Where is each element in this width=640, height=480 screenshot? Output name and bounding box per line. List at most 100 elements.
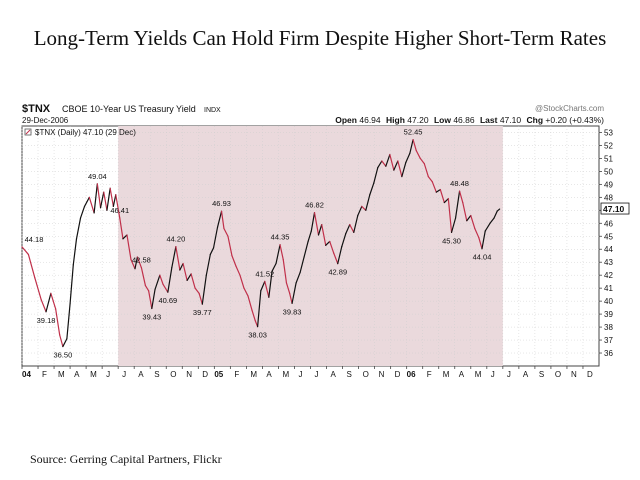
series-segment bbox=[72, 238, 78, 266]
source-caption: Source: Gerring Capital Partners, Flickr bbox=[30, 452, 222, 466]
series-segment bbox=[34, 277, 42, 301]
series-segment bbox=[83, 196, 90, 208]
x-tick-label: F bbox=[427, 370, 432, 379]
series-segment bbox=[112, 194, 117, 208]
series-segment bbox=[62, 338, 68, 348]
series-segment bbox=[307, 230, 312, 243]
series-segment bbox=[423, 163, 429, 178]
series-segment bbox=[130, 259, 136, 270]
last-value-tag-box bbox=[600, 202, 630, 215]
legend-text: $TNX (Daily) 47.10 (29 Dec) bbox=[35, 128, 136, 137]
series-segment bbox=[115, 194, 121, 219]
chg-value: +0.20 (+0.43%) bbox=[545, 115, 604, 125]
series-segment bbox=[313, 212, 320, 236]
series-segment bbox=[443, 198, 449, 204]
series-segment bbox=[357, 205, 363, 217]
x-tick-label: M bbox=[443, 370, 450, 379]
point-label: 48.48 bbox=[450, 179, 469, 188]
headline: Long-Term Yields Can Hold Firm Despite H… bbox=[33, 26, 607, 50]
series-segment bbox=[401, 161, 407, 178]
series-segment bbox=[373, 166, 379, 184]
series-segment bbox=[268, 270, 273, 298]
x-tick-label: M bbox=[475, 370, 482, 379]
series-segment bbox=[162, 283, 169, 293]
series-segment bbox=[99, 191, 105, 209]
last-value: 47.10 bbox=[500, 115, 522, 125]
chart-instrument-name: CBOE 10-Year US Treasury Yield bbox=[62, 104, 196, 114]
series-segment bbox=[55, 308, 61, 336]
x-tick-label: S bbox=[347, 370, 352, 379]
series-segment bbox=[171, 246, 177, 269]
series-segment bbox=[275, 244, 281, 265]
low-label: Low bbox=[434, 115, 451, 125]
series-segment bbox=[439, 188, 445, 204]
series-segment bbox=[478, 236, 483, 250]
series-segment bbox=[75, 217, 82, 240]
last-label: Last bbox=[480, 115, 498, 125]
series-segment bbox=[393, 160, 399, 171]
y-tick-label: 38 bbox=[604, 323, 613, 332]
point-label: 45.30 bbox=[442, 236, 461, 245]
point-label: 39.83 bbox=[283, 307, 302, 316]
series-segment bbox=[243, 287, 249, 297]
point-label: 39.77 bbox=[193, 308, 212, 317]
series-segment bbox=[493, 210, 498, 219]
y-tick-label: 49 bbox=[604, 180, 613, 189]
x-tick-label: S bbox=[539, 370, 544, 379]
series-segment bbox=[349, 223, 355, 233]
point-label: 38.03 bbox=[248, 331, 267, 340]
x-tick-label: 04 bbox=[22, 370, 31, 379]
x-tick-label: A bbox=[331, 370, 337, 379]
series-segment bbox=[136, 256, 143, 269]
series-segment bbox=[481, 230, 486, 250]
series-segment bbox=[59, 334, 64, 348]
x-tick-label: M bbox=[250, 370, 257, 379]
series-segment bbox=[257, 290, 262, 328]
point-label: 42.89 bbox=[328, 268, 347, 277]
x-tick-label: A bbox=[74, 370, 80, 379]
x-tick-label: N bbox=[186, 370, 192, 379]
x-tick-label: O bbox=[170, 370, 176, 379]
last-value-tag-text: 47.10 bbox=[603, 204, 625, 214]
series-segment bbox=[126, 234, 132, 261]
x-tick-label: J bbox=[507, 370, 511, 379]
series-segment bbox=[239, 274, 245, 289]
series-segment bbox=[264, 280, 270, 298]
y-tick-label: 43 bbox=[604, 258, 613, 267]
series-segment bbox=[190, 273, 196, 289]
y-tick-label: 50 bbox=[604, 167, 613, 176]
series-segment bbox=[159, 274, 164, 285]
series-segment bbox=[385, 153, 391, 167]
series-segment bbox=[303, 240, 309, 258]
point-label: 39.43 bbox=[142, 313, 161, 322]
series-segment bbox=[186, 273, 192, 281]
legend-swatch-line bbox=[25, 129, 31, 135]
series-segment bbox=[450, 217, 457, 233]
quote-line: Open 46.94 High 47.20 Low 46.86 Last 47.… bbox=[335, 115, 604, 125]
series-segment bbox=[458, 190, 464, 204]
y-tick-label: 44 bbox=[604, 245, 613, 254]
x-tick-label: O bbox=[555, 370, 561, 379]
series-segment bbox=[21, 246, 30, 256]
series-segment bbox=[79, 205, 86, 219]
x-tick-label: F bbox=[42, 370, 47, 379]
x-tick-label: A bbox=[459, 370, 465, 379]
series-segment bbox=[337, 246, 343, 265]
series-segment bbox=[496, 208, 501, 212]
series-segment bbox=[341, 233, 347, 248]
x-tick-label: S bbox=[154, 370, 159, 379]
open-label: Open bbox=[335, 115, 357, 125]
series-segment bbox=[66, 303, 71, 340]
series-segment bbox=[419, 157, 425, 165]
chart-exchange: INDX bbox=[204, 107, 221, 114]
series-segment bbox=[365, 194, 371, 211]
series-segment bbox=[447, 198, 453, 233]
series-segment bbox=[299, 256, 305, 274]
series-segment bbox=[201, 274, 207, 305]
series-segment bbox=[148, 290, 153, 310]
series-segment bbox=[427, 175, 433, 183]
series-segment bbox=[220, 210, 225, 230]
series-segment bbox=[289, 292, 293, 304]
x-tick-label: D bbox=[202, 370, 208, 379]
series-segment bbox=[251, 309, 256, 322]
